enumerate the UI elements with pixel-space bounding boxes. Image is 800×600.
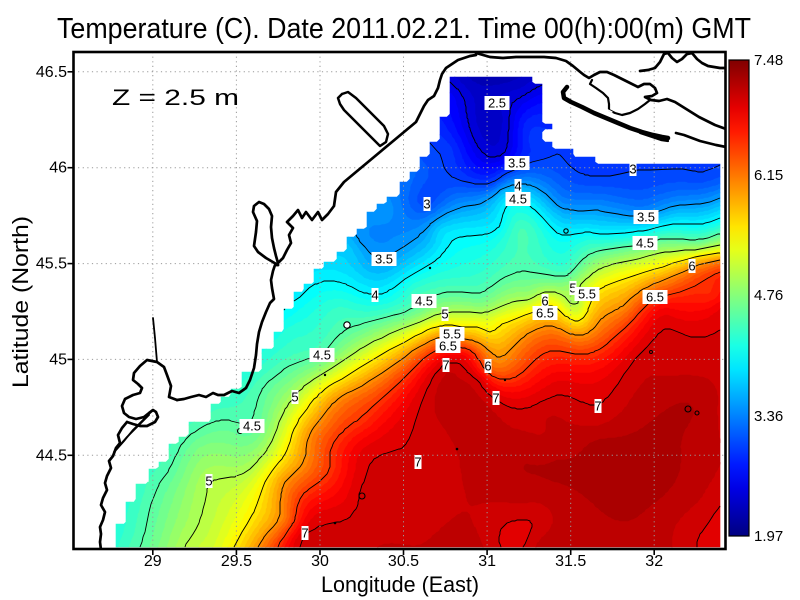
svg-text:3: 3 bbox=[423, 197, 430, 212]
svg-text:31: 31 bbox=[478, 553, 496, 570]
svg-text:46: 46 bbox=[49, 160, 67, 177]
svg-text:7: 7 bbox=[442, 358, 449, 373]
svg-text:6: 6 bbox=[541, 294, 548, 309]
svg-text:6.5: 6.5 bbox=[646, 290, 664, 305]
svg-text:44.5: 44.5 bbox=[36, 447, 67, 464]
svg-text:3.36: 3.36 bbox=[754, 408, 783, 425]
svg-text:4.5: 4.5 bbox=[313, 348, 331, 363]
svg-text:Longitude (East): Longitude (East) bbox=[321, 572, 479, 597]
svg-text:45: 45 bbox=[49, 351, 67, 368]
svg-text:7: 7 bbox=[492, 391, 499, 406]
svg-text:4.5: 4.5 bbox=[415, 294, 433, 309]
svg-text:7.48: 7.48 bbox=[754, 52, 783, 69]
svg-text:4.5: 4.5 bbox=[636, 236, 654, 251]
svg-text:45.5: 45.5 bbox=[36, 256, 67, 273]
svg-text:6.5: 6.5 bbox=[439, 339, 457, 354]
svg-text:Latitude (North): Latitude (North) bbox=[8, 216, 33, 388]
svg-text:32: 32 bbox=[645, 553, 663, 570]
svg-text:4.5: 4.5 bbox=[243, 419, 261, 434]
svg-text:5.5: 5.5 bbox=[578, 287, 596, 302]
svg-text:7: 7 bbox=[594, 399, 601, 414]
svg-text:30.5: 30.5 bbox=[388, 553, 419, 570]
svg-text:46.5: 46.5 bbox=[36, 64, 67, 81]
svg-text:5: 5 bbox=[205, 474, 212, 489]
svg-text:7: 7 bbox=[414, 455, 421, 470]
svg-text:6.15: 6.15 bbox=[754, 167, 783, 184]
svg-text:4.5: 4.5 bbox=[509, 192, 527, 207]
svg-text:5.5: 5.5 bbox=[443, 327, 461, 342]
svg-text:5: 5 bbox=[569, 281, 576, 296]
svg-text:6: 6 bbox=[484, 359, 491, 374]
svg-text:30: 30 bbox=[311, 553, 329, 570]
svg-text:4: 4 bbox=[371, 288, 378, 303]
svg-text:7: 7 bbox=[301, 526, 308, 541]
svg-text:1.97: 1.97 bbox=[754, 528, 783, 545]
svg-text:3.5: 3.5 bbox=[637, 210, 655, 225]
svg-text:29.5: 29.5 bbox=[221, 553, 252, 570]
svg-text:3.5: 3.5 bbox=[375, 252, 393, 267]
svg-text:2.5: 2.5 bbox=[488, 96, 506, 111]
svg-text:29: 29 bbox=[144, 553, 162, 570]
svg-text:5: 5 bbox=[291, 390, 298, 405]
svg-text:3.5: 3.5 bbox=[508, 156, 526, 171]
svg-text:5: 5 bbox=[441, 307, 448, 322]
svg-text:6: 6 bbox=[688, 259, 695, 274]
svg-text:4: 4 bbox=[514, 179, 521, 194]
svg-text:3: 3 bbox=[629, 162, 636, 177]
svg-text:6.5: 6.5 bbox=[536, 306, 554, 321]
svg-text:Z = 2.5 m: Z = 2.5 m bbox=[112, 85, 239, 110]
svg-text:Temperature (C). Date 2011.02.: Temperature (C). Date 2011.02.21. Time 0… bbox=[57, 13, 751, 45]
svg-text:31.5: 31.5 bbox=[555, 553, 586, 570]
svg-text:4.76: 4.76 bbox=[754, 287, 783, 304]
